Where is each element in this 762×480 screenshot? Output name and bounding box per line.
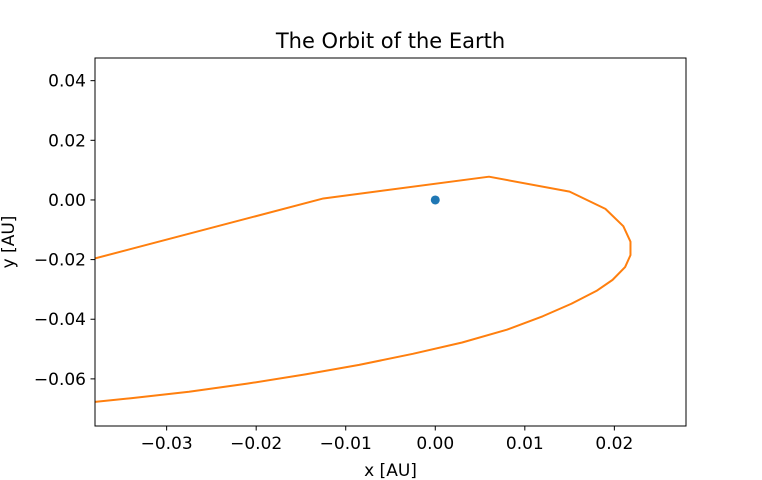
orbit-line (95, 175, 632, 403)
y-tick-label: 0.04 (48, 72, 86, 92)
plot-frame (94, 57, 687, 427)
x-axis-ticks: −0.03 −0.02 −0.01 0.00 0.01 0.02 (141, 426, 633, 454)
y-tick-label: −0.02 (34, 251, 86, 271)
x-tick-label: 0.01 (506, 434, 544, 454)
x-tick-label: 0.00 (416, 434, 454, 454)
x-tick-label: −0.03 (141, 434, 193, 454)
y-tick-label: 0.02 (48, 131, 86, 151)
y-tick-label: −0.04 (34, 310, 86, 330)
y-axis-label: y [AU] (0, 216, 19, 269)
x-axis-label: x [AU] (364, 461, 417, 480)
series-layer (95, 175, 632, 403)
y-tick-label: −0.06 (34, 370, 86, 390)
x-tick-label: 0.02 (595, 434, 633, 454)
chart-title: The Orbit of the Earth (275, 29, 505, 53)
y-tick-label: 0.00 (48, 191, 86, 211)
x-tick-label: −0.02 (230, 434, 282, 454)
x-tick-label: −0.01 (320, 434, 372, 454)
sun-point (430, 195, 440, 205)
y-axis-ticks: 0.04 0.02 0.00 −0.02 −0.04 −0.06 (34, 72, 95, 390)
